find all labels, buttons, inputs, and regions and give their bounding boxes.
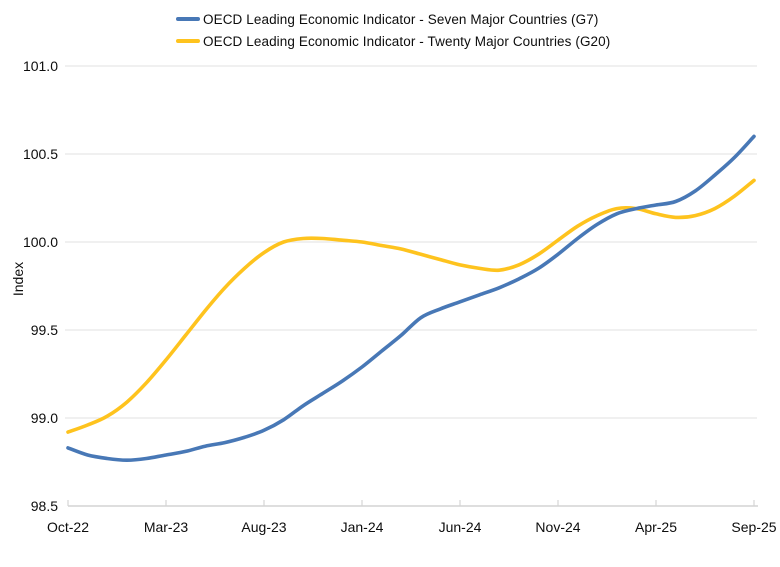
y-tick-label: 101.0 bbox=[23, 58, 58, 74]
x-tick-label: Sep-25 bbox=[731, 519, 776, 535]
y-tick-label: 98.5 bbox=[31, 498, 58, 514]
legend-swatch-g7-icon bbox=[176, 16, 200, 22]
series-line-g7 bbox=[66, 134, 756, 462]
x-tick-label: Mar-23 bbox=[144, 519, 189, 535]
series-line-g20 bbox=[66, 178, 756, 434]
legend-item-g20: OECD Leading Economic Indicator - Twenty… bbox=[176, 30, 610, 52]
x-tick-label: Jan-24 bbox=[341, 519, 384, 535]
y-tick-label: 99.0 bbox=[31, 410, 58, 426]
legend-label-g20: OECD Leading Economic Indicator - Twenty… bbox=[203, 33, 611, 49]
chart-legend: OECD Leading Economic Indicator - Seven … bbox=[176, 8, 610, 52]
x-tick-label: Aug-23 bbox=[241, 519, 286, 535]
legend-label-g7: OECD Leading Economic Indicator - Seven … bbox=[203, 11, 599, 27]
legend-swatch-g20-icon bbox=[176, 38, 200, 44]
x-tick-label: Jun-24 bbox=[439, 519, 482, 535]
y-tick-label: 100.5 bbox=[23, 146, 58, 162]
x-tick-label: Oct-22 bbox=[47, 519, 89, 535]
x-tick-label: Apr-25 bbox=[635, 519, 677, 535]
y-tick-label: 100.0 bbox=[23, 234, 58, 250]
y-tick-label: 99.5 bbox=[31, 322, 58, 338]
x-tick-label: Nov-24 bbox=[535, 519, 580, 535]
legend-item-g7: OECD Leading Economic Indicator - Seven … bbox=[176, 8, 610, 30]
